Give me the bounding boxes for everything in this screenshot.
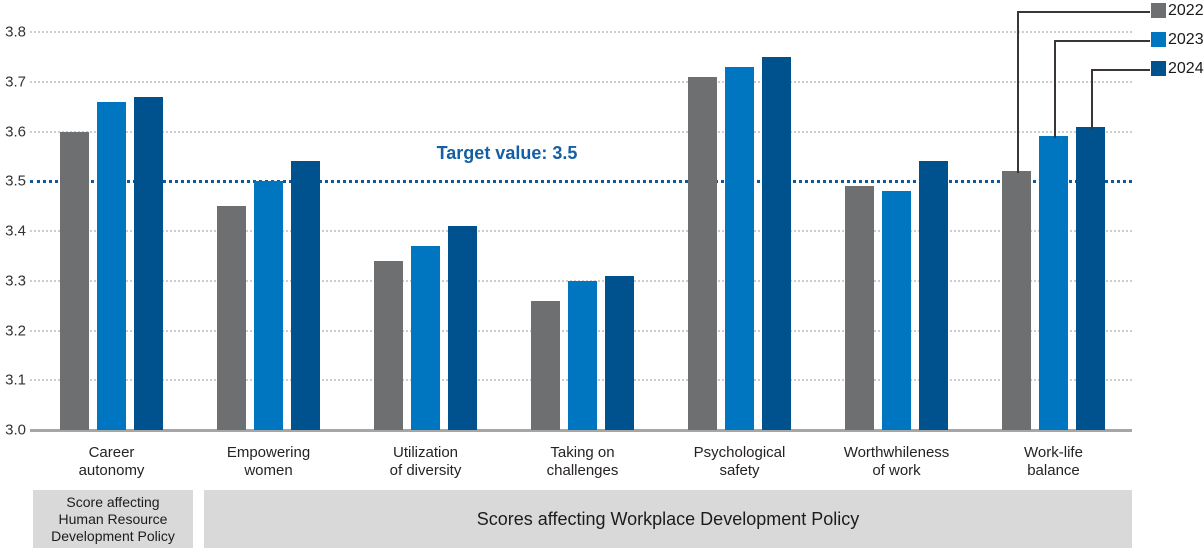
footer-box-workplace-policy: Scores affecting Workplace Development P… bbox=[204, 490, 1132, 548]
gridline-3.7 bbox=[30, 80, 1132, 83]
legend-label-2024: 2024 bbox=[1168, 60, 1204, 77]
target-value-gridline bbox=[30, 180, 1132, 184]
legend-swatch-2022 bbox=[1151, 3, 1166, 18]
bar-2023-5 bbox=[725, 66, 754, 430]
x-axis-line bbox=[30, 429, 1132, 432]
bar-2024-4 bbox=[605, 275, 634, 430]
category-label-6: Worthwhileness of work bbox=[843, 444, 950, 479]
bar-2023-3 bbox=[411, 245, 440, 430]
category-label-5: Psychological safety bbox=[693, 444, 786, 479]
legend-item-2023: 2023 bbox=[1151, 31, 1204, 48]
footer-box-hr-policy: Score affecting Human Resource Developme… bbox=[33, 490, 193, 548]
bar-2023-1 bbox=[97, 101, 126, 430]
category-label-1: Career autonomy bbox=[78, 444, 145, 479]
footer-box-workplace-policy-label: Scores affecting Workplace Development P… bbox=[476, 508, 860, 529]
y-axis-tick-label: 3.7 bbox=[5, 73, 26, 91]
bar-2023-4 bbox=[568, 280, 597, 430]
legend-swatch-2024 bbox=[1151, 61, 1166, 76]
bar-2022-6 bbox=[845, 186, 874, 430]
bar-2022-1 bbox=[60, 131, 89, 430]
bar-2022-7 bbox=[1002, 171, 1031, 430]
footer-box-hr-policy-line2: Human Resource bbox=[58, 510, 168, 527]
category-label-3: Utilization of diversity bbox=[389, 444, 462, 479]
bar-2023-7 bbox=[1039, 136, 1068, 430]
bar-2024-6 bbox=[919, 161, 948, 430]
bar-2022-4 bbox=[531, 300, 560, 430]
legend-connector-2024 bbox=[1090, 69, 1150, 129]
y-axis-tick-label: 3.3 bbox=[5, 272, 26, 290]
category-label-7: Work-life balance bbox=[1024, 444, 1083, 479]
legend-connector-2023 bbox=[1053, 40, 1150, 139]
bar-2024-5 bbox=[762, 56, 791, 430]
bar-2022-2 bbox=[217, 206, 246, 430]
category-label-2: Empowering women bbox=[226, 444, 311, 479]
legend-item-2022: 2022 bbox=[1151, 2, 1204, 19]
y-axis-tick-label: 3.4 bbox=[5, 222, 26, 240]
bar-2023-6 bbox=[882, 191, 911, 430]
legend-label-2023: 2023 bbox=[1168, 31, 1204, 48]
gridline-3.8 bbox=[30, 31, 1132, 33]
bar-2022-3 bbox=[374, 260, 403, 430]
bar-2024-7 bbox=[1076, 126, 1105, 430]
gridline-3.6 bbox=[30, 130, 1132, 133]
y-axis-tick-label: 3.2 bbox=[5, 322, 26, 339]
y-axis-tick-label: 3.1 bbox=[5, 371, 26, 389]
legend-connector-2022 bbox=[1016, 11, 1150, 174]
y-axis-tick-label: 3.5 bbox=[5, 172, 26, 190]
footer-box-hr-policy-line3: Development Policy bbox=[51, 527, 175, 544]
legend-item-2024: 2024 bbox=[1151, 60, 1204, 77]
bar-2024-1 bbox=[134, 96, 163, 430]
y-axis-tick-label: 3.8 bbox=[5, 23, 26, 41]
y-axis-tick-label: 3.0 bbox=[5, 421, 26, 439]
gridline-3.4 bbox=[30, 230, 1132, 232]
bar-2024-2 bbox=[291, 161, 320, 430]
legend-swatch-2023 bbox=[1151, 32, 1166, 47]
y-axis-tick-label: 3.6 bbox=[5, 123, 26, 140]
target-value-label: Target value: 3.5 bbox=[436, 143, 578, 163]
legend-label-2022: 2022 bbox=[1168, 2, 1204, 19]
category-label-4: Taking on challenges bbox=[546, 444, 619, 479]
footer-box-hr-policy-line1: Score affecting bbox=[66, 493, 160, 510]
bar-2024-3 bbox=[448, 226, 477, 430]
bar-2022-5 bbox=[688, 76, 717, 430]
bar-2023-2 bbox=[254, 181, 283, 430]
